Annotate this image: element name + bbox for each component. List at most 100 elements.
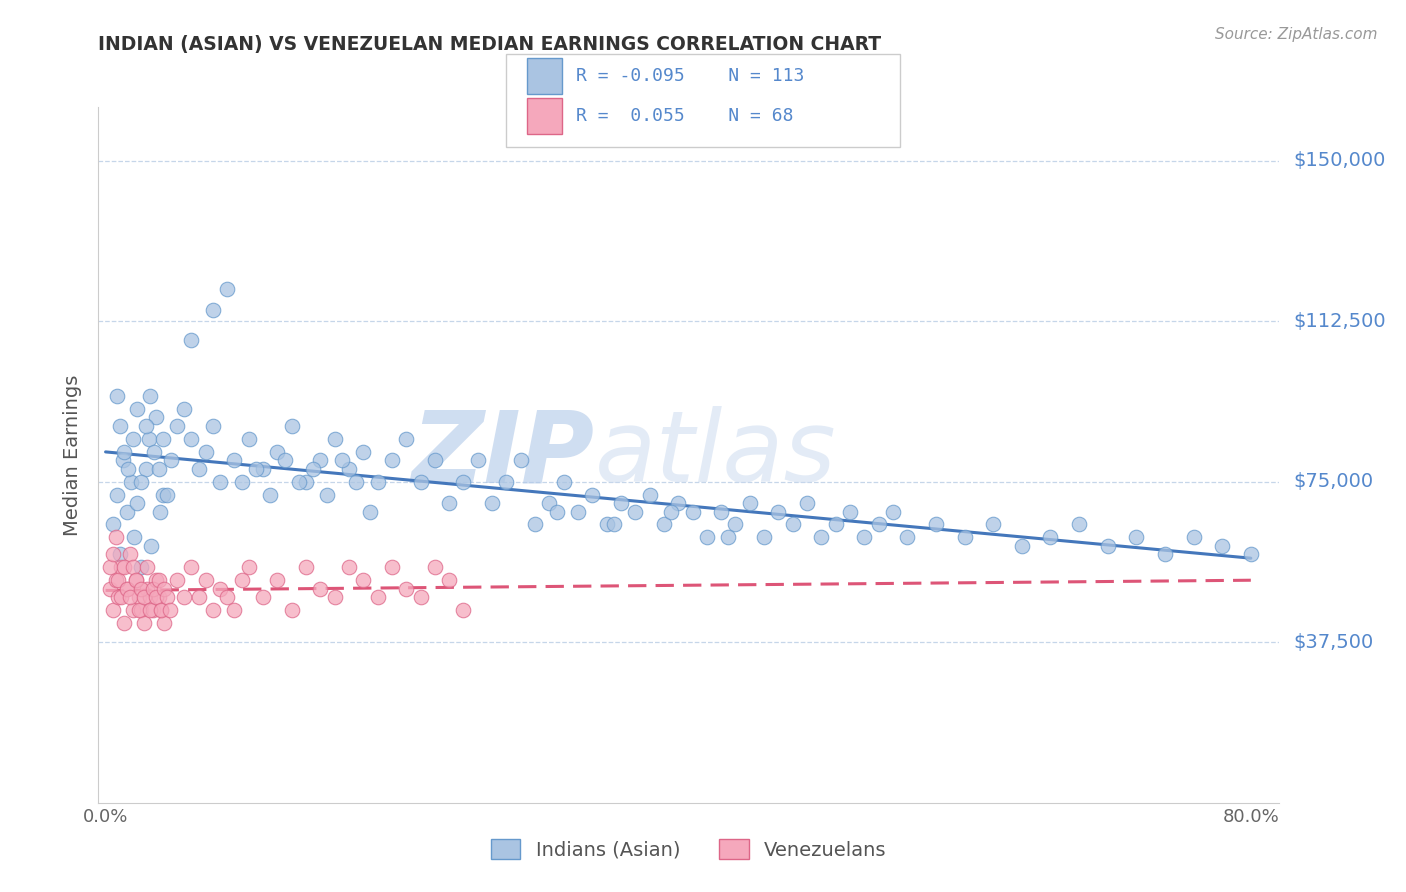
Text: $37,500: $37,500 (1294, 632, 1374, 652)
Point (120, 475, 142, 489)
Point (131, 603, 153, 617)
Point (145, 573, 167, 587)
Point (810, 530, 832, 544)
Point (266, 573, 288, 587)
Point (156, 591, 179, 605)
Point (659, 505, 682, 519)
Point (624, 505, 647, 519)
Point (152, 487, 174, 501)
Point (682, 505, 704, 519)
Point (666, 496, 689, 510)
Point (141, 539, 163, 553)
Point (696, 530, 718, 544)
Point (252, 591, 274, 605)
Point (187, 462, 209, 476)
Point (337, 560, 360, 574)
Point (453, 475, 475, 489)
Point (330, 453, 353, 467)
Point (724, 517, 747, 532)
Point (1097, 539, 1119, 553)
Point (423, 453, 446, 467)
Point (187, 591, 209, 605)
Point (152, 432, 174, 446)
Point (309, 453, 332, 467)
Point (509, 453, 531, 467)
Point (115, 582, 138, 596)
Point (115, 505, 138, 519)
Point (367, 591, 389, 605)
Point (796, 496, 818, 510)
Point (125, 496, 148, 510)
Point (131, 582, 153, 596)
Point (395, 432, 418, 446)
Point (538, 496, 561, 510)
Point (752, 530, 775, 544)
Point (437, 573, 460, 587)
Text: R = -0.095    N = 113: R = -0.095 N = 113 (576, 67, 804, 85)
Point (121, 432, 143, 446)
Point (395, 582, 418, 596)
Point (302, 462, 325, 476)
Point (194, 573, 217, 587)
Point (245, 462, 267, 476)
Point (156, 487, 179, 501)
Point (603, 517, 626, 532)
Point (118, 548, 141, 562)
Point (105, 487, 128, 501)
Point (981, 517, 1004, 532)
Point (610, 496, 633, 510)
Point (173, 401, 195, 416)
Point (122, 530, 145, 544)
Point (98, 582, 121, 596)
Point (367, 475, 389, 489)
Point (352, 573, 374, 587)
Point (323, 432, 346, 446)
Point (173, 591, 195, 605)
Point (453, 603, 475, 617)
Point (423, 560, 446, 574)
Point (110, 560, 132, 574)
Point (288, 475, 311, 489)
Point (135, 419, 157, 434)
Point (595, 517, 617, 532)
Point (153, 582, 176, 596)
Point (148, 591, 170, 605)
Point (201, 603, 224, 617)
Point (117, 462, 139, 476)
Legend: Indians (Asian), Venezuelans: Indians (Asian), Venezuelans (481, 830, 897, 870)
Point (1011, 539, 1033, 553)
Point (180, 432, 202, 446)
Point (1182, 530, 1205, 544)
Point (134, 615, 156, 630)
Point (409, 475, 432, 489)
Point (409, 591, 432, 605)
Point (710, 505, 733, 519)
Point (1154, 548, 1177, 562)
Point (139, 389, 162, 403)
Point (1039, 530, 1062, 544)
Point (495, 475, 517, 489)
Point (1211, 539, 1233, 553)
Point (111, 453, 134, 467)
Point (280, 603, 302, 617)
Point (273, 453, 295, 467)
Point (159, 603, 181, 617)
Point (150, 603, 173, 617)
Point (104, 530, 127, 544)
Point (108, 419, 131, 434)
Point (581, 487, 603, 501)
Point (104, 573, 127, 587)
Point (135, 462, 157, 476)
Point (853, 530, 876, 544)
Point (201, 303, 224, 318)
Text: Source: ZipAtlas.com: Source: ZipAtlas.com (1215, 27, 1378, 42)
Point (652, 517, 675, 532)
Point (139, 603, 162, 617)
Point (381, 453, 404, 467)
Point (882, 505, 904, 519)
Point (316, 487, 339, 501)
Text: INDIAN (ASIAN) VS VENEZUELAN MEDIAN EARNINGS CORRELATION CHART: INDIAN (ASIAN) VS VENEZUELAN MEDIAN EARN… (98, 35, 882, 54)
Point (150, 603, 173, 617)
Point (149, 505, 172, 519)
Point (125, 401, 148, 416)
